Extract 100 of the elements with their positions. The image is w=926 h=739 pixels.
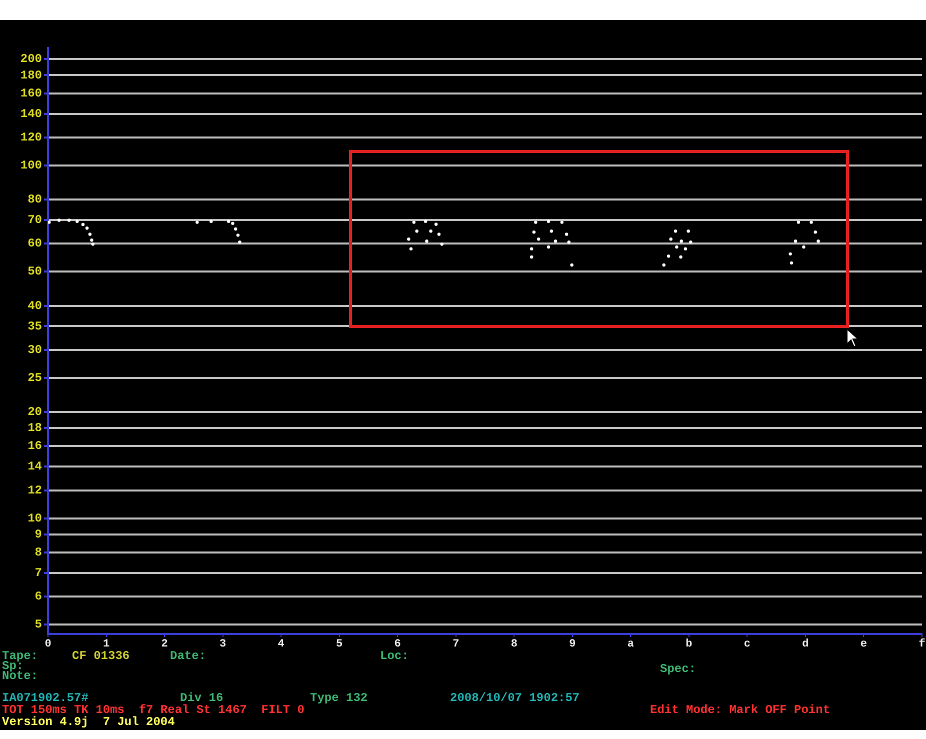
point xyxy=(684,247,688,250)
x-tick-label: 3 xyxy=(219,638,226,650)
text: Div 16 xyxy=(180,691,224,705)
point xyxy=(790,261,794,265)
point xyxy=(570,263,574,267)
x-tick-label: 0 xyxy=(44,638,52,650)
text: 2008/10/07 1902:57 xyxy=(450,691,580,705)
x-tick-label: a xyxy=(627,638,634,650)
point xyxy=(534,220,538,224)
text: Date: xyxy=(170,649,206,663)
x-tick-label: d xyxy=(802,638,809,650)
point xyxy=(425,239,428,243)
text: Edit Mode: Mark OFF Point xyxy=(650,703,830,717)
y-tick-label: 12 xyxy=(28,483,42,498)
point xyxy=(564,232,568,236)
text: IA071902.57# xyxy=(2,691,88,705)
point xyxy=(554,239,558,243)
point xyxy=(675,245,678,249)
point xyxy=(236,234,240,237)
y-tick-label: 6 xyxy=(34,590,42,604)
y-tick-label: 80 xyxy=(28,192,42,207)
x-tick-label: b xyxy=(686,638,693,650)
point xyxy=(88,232,92,236)
y-tick-label: 120 xyxy=(20,130,42,144)
y-tick-label: 200 xyxy=(20,52,42,66)
x-tick-label: 1 xyxy=(102,638,110,650)
y-tick-label: 50 xyxy=(28,264,42,279)
point xyxy=(794,239,798,243)
point xyxy=(415,230,418,233)
point xyxy=(530,247,534,250)
point xyxy=(816,239,820,243)
point xyxy=(546,220,550,223)
point xyxy=(674,230,678,233)
y-tick-label: 10 xyxy=(28,511,42,526)
point xyxy=(227,220,230,223)
text: Version 4.9j 7 Jul 2004 xyxy=(2,715,175,729)
point xyxy=(196,220,199,224)
y-tick-label: 9 xyxy=(34,527,42,542)
point xyxy=(81,222,85,226)
point xyxy=(669,238,672,241)
y-tick-label: 14 xyxy=(28,460,42,474)
x-tick-label: e xyxy=(860,638,868,650)
point xyxy=(210,220,213,223)
x-tick-label: 9 xyxy=(569,638,576,650)
y-tick-label: 180 xyxy=(20,68,42,82)
y-tick-label: 40 xyxy=(28,298,42,313)
point xyxy=(90,238,94,242)
y-tick-label: 100 xyxy=(20,158,42,172)
y-tick-label: 20 xyxy=(28,405,42,420)
point xyxy=(91,242,94,246)
y-tick-label: 18 xyxy=(28,421,42,436)
point xyxy=(234,227,238,231)
y-tick-label: 140 xyxy=(20,106,42,121)
point xyxy=(679,255,682,259)
y-tick-label: 70 xyxy=(28,213,42,228)
point xyxy=(440,242,444,246)
point xyxy=(686,230,690,233)
y-tick-label: 25 xyxy=(28,370,42,385)
point xyxy=(530,255,534,259)
x-tick-label: 6 xyxy=(394,638,401,650)
point xyxy=(409,247,413,250)
x-tick-label: 8 xyxy=(510,638,518,650)
y-tick-label: 160 xyxy=(20,86,42,100)
point xyxy=(48,220,51,224)
point xyxy=(788,252,792,256)
y-tick-label: 60 xyxy=(28,236,42,251)
x-tick-label: 5 xyxy=(336,638,344,650)
point xyxy=(814,230,817,234)
point xyxy=(434,222,438,226)
point xyxy=(57,218,61,222)
point xyxy=(662,263,666,267)
y-tick-label: 7 xyxy=(34,566,42,580)
point xyxy=(238,240,242,244)
point xyxy=(437,232,441,236)
point xyxy=(532,230,536,234)
x-tick-label: 7 xyxy=(452,638,460,650)
y-tick-label: 30 xyxy=(28,342,42,357)
point xyxy=(689,240,692,244)
x-tick-label: c xyxy=(744,638,751,650)
x-tick-label: 2 xyxy=(161,638,168,650)
text: Loc: xyxy=(380,649,409,663)
point xyxy=(567,240,571,244)
y-tick-label: 16 xyxy=(28,439,42,454)
text: Tape: xyxy=(2,649,38,663)
point xyxy=(546,245,550,249)
y-tick-label: 35 xyxy=(28,319,42,334)
x-tick-label: 4 xyxy=(278,638,285,650)
text: Type 132 xyxy=(310,691,368,705)
text: CF 01336 xyxy=(72,649,130,663)
point xyxy=(560,220,564,224)
text: Spec: xyxy=(660,662,696,676)
point xyxy=(429,230,432,233)
point xyxy=(680,239,683,243)
x-tick-label: f xyxy=(918,637,926,650)
point xyxy=(76,220,79,223)
point xyxy=(537,238,540,241)
point xyxy=(424,220,428,223)
point xyxy=(231,222,234,225)
y-tick-label: 5 xyxy=(34,618,42,632)
point xyxy=(412,220,416,224)
